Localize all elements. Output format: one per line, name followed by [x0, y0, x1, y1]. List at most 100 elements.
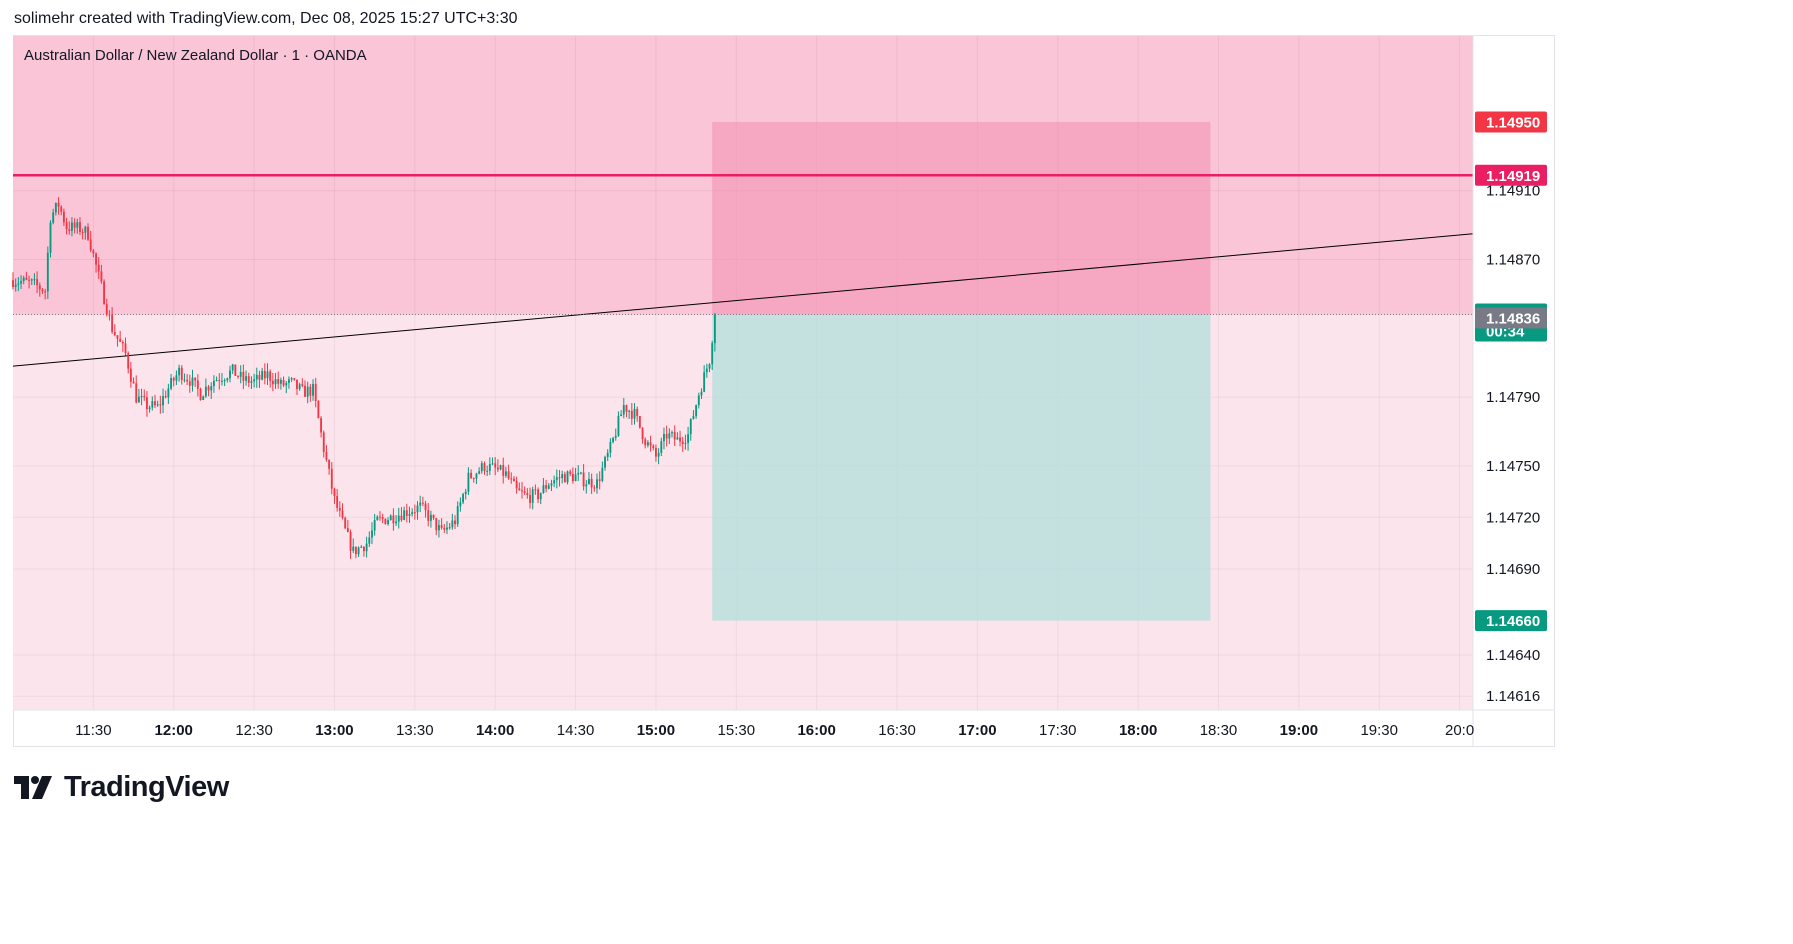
price-badge-label: 1.14919 [1486, 168, 1540, 185]
candle-body [376, 516, 379, 521]
candle-body [314, 383, 317, 401]
candle-body [596, 479, 598, 489]
time-tick-label: 13:30 [396, 722, 434, 739]
candle-body [103, 281, 106, 305]
candle-body [159, 404, 162, 406]
candle-body [537, 489, 540, 500]
tradingview-logo-icon [14, 775, 52, 799]
candle-body [483, 463, 486, 472]
candle-body [97, 264, 100, 272]
candle-body [231, 364, 234, 371]
candle-body [312, 383, 314, 396]
candle-body [427, 510, 430, 521]
candle-body [73, 222, 76, 228]
candle-body [413, 512, 416, 514]
candle-body [46, 252, 49, 292]
candle-body [119, 338, 122, 342]
candle-body [242, 371, 245, 381]
candle-body [713, 314, 716, 344]
candle-body [708, 364, 711, 369]
candle-body [628, 410, 631, 412]
position-target-zone[interactable] [712, 314, 1211, 621]
price-badge [1475, 610, 1547, 632]
time-tick-label: 16:30 [878, 722, 916, 739]
candle-body [400, 515, 403, 521]
candle-body [649, 442, 652, 446]
candle-body [459, 502, 462, 507]
candle-body [673, 432, 676, 440]
candle-body [464, 491, 467, 495]
candle-body [529, 495, 531, 503]
candle-body [62, 211, 65, 223]
candle-body [480, 463, 483, 472]
candle-body [392, 515, 395, 524]
candle-body [70, 222, 73, 231]
candle-body [593, 487, 596, 489]
candle-body [510, 478, 513, 480]
candle-body [132, 381, 135, 384]
candle-body [322, 432, 325, 453]
price-badge-label: 1.14660 [1486, 613, 1540, 630]
candle-body [531, 489, 534, 503]
candle-body [196, 380, 199, 389]
candle-body [349, 531, 352, 551]
candle-body [515, 481, 518, 489]
candle-body [344, 517, 347, 529]
position-stop-zone[interactable] [712, 121, 1211, 315]
candle-body [237, 375, 239, 377]
time-tick-label: 17:00 [958, 722, 996, 739]
candle-body [277, 379, 280, 384]
candle-body [395, 521, 398, 524]
candle-body [221, 380, 223, 382]
price-tick-label: 1.14870 [1486, 252, 1540, 269]
candle-body [148, 407, 151, 410]
candle-body [320, 418, 323, 433]
candle-body [279, 379, 282, 384]
candle-body [432, 514, 435, 519]
candle-body [362, 546, 365, 552]
candle-body [488, 464, 491, 471]
candle-body [446, 527, 448, 530]
candle-body [550, 483, 553, 486]
candle-body [68, 229, 71, 231]
candle-body [304, 385, 306, 397]
candle-body [215, 380, 218, 382]
candle-body [81, 231, 84, 233]
candle-body [261, 370, 264, 380]
candle-body [12, 280, 14, 288]
price-tick-label: 1.14720 [1486, 509, 1540, 526]
candle-body [646, 442, 649, 446]
candle-body [194, 377, 197, 381]
candle-body [657, 452, 660, 457]
candle-body [271, 380, 274, 385]
candle-body [558, 477, 561, 479]
candle-body [555, 477, 558, 481]
candle-body [229, 370, 231, 379]
candle-body [539, 492, 542, 500]
candle-body [116, 335, 119, 339]
candle-body [625, 405, 628, 412]
candle-body [681, 441, 684, 444]
candle-body [435, 518, 438, 531]
price-axis: 1.14910 1.14870 1.14790 1.14750 1.14720 1.146… [1472, 36, 1540, 746]
candle-body [20, 281, 22, 284]
time-tick-label: 18:00 [1119, 722, 1157, 739]
candle-body [622, 405, 625, 415]
candle-body [154, 401, 156, 406]
price-badge [1475, 111, 1547, 133]
candle-body [371, 530, 373, 538]
candle-body [346, 528, 349, 532]
candle-body [199, 388, 202, 401]
candle-body [609, 441, 612, 453]
candle-body [105, 304, 108, 315]
candle-body [588, 478, 590, 485]
candle-body [606, 452, 609, 458]
candle-body [579, 472, 582, 474]
candle-body [574, 474, 577, 482]
trendline[interactable] [12, 233, 1474, 367]
candle-body [571, 473, 574, 482]
time-tick-label: 20:0 [1445, 722, 1474, 739]
candle-body [421, 502, 424, 504]
